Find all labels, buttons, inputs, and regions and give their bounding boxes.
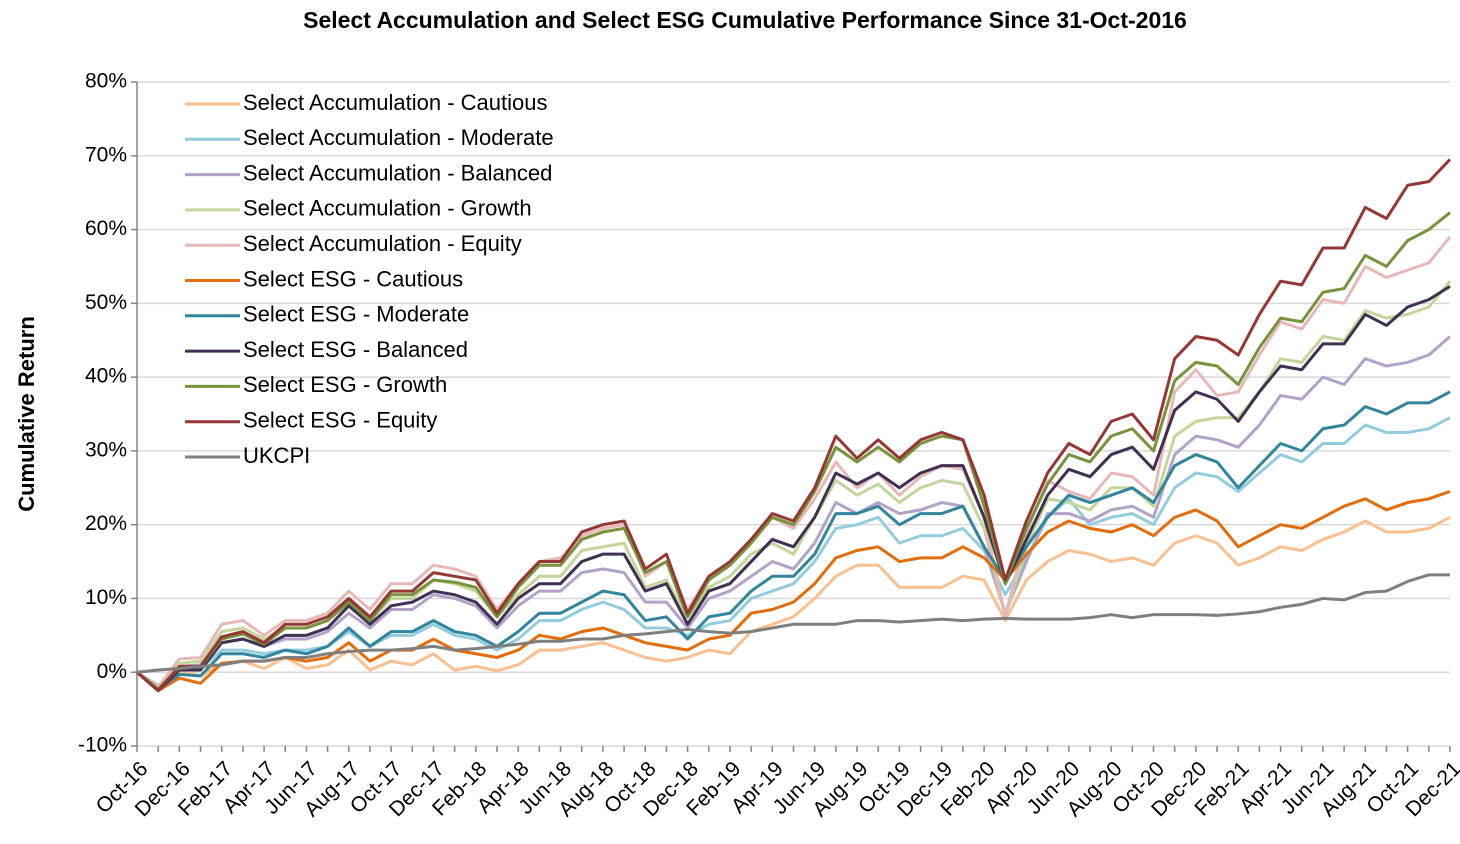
y-tick-label: 40% bbox=[85, 365, 127, 388]
legend-label: Select ESG - Moderate bbox=[243, 302, 469, 327]
y-tick-label: 30% bbox=[85, 438, 127, 461]
series bbox=[136, 390, 1451, 691]
legend-label: Select ESG - Balanced bbox=[243, 337, 468, 362]
series-line bbox=[136, 390, 1451, 691]
series-line bbox=[136, 515, 1451, 687]
legend-label: Select ESG - Equity bbox=[243, 408, 437, 433]
y-axis-title: Cumulative Return bbox=[14, 316, 39, 512]
y-tick-label: 80% bbox=[85, 70, 127, 93]
y-tick-label: 60% bbox=[85, 217, 127, 240]
y-tick-label: -10% bbox=[78, 734, 127, 757]
series bbox=[136, 573, 1450, 674]
legend-label: Select Accumulation - Moderate bbox=[243, 125, 554, 150]
series bbox=[136, 158, 1452, 693]
series bbox=[136, 490, 1451, 693]
y-tick-label: 70% bbox=[85, 143, 127, 166]
y-tick-label: 20% bbox=[85, 512, 127, 535]
legend-label: Select Accumulation - Cautious bbox=[243, 90, 548, 115]
series-line bbox=[136, 158, 1452, 693]
series-line bbox=[136, 235, 1452, 689]
series-line bbox=[136, 416, 1451, 687]
series-line bbox=[136, 211, 1451, 691]
series-line bbox=[136, 335, 1451, 689]
y-tick-label: 10% bbox=[85, 586, 127, 609]
y-tick-label: 0% bbox=[97, 660, 127, 683]
legend-label: Select ESG - Growth bbox=[243, 372, 447, 397]
series bbox=[136, 335, 1451, 689]
legend-label: UKCPI bbox=[243, 443, 310, 468]
legend-label: Select Accumulation - Balanced bbox=[243, 160, 552, 185]
y-tick-label: 50% bbox=[85, 291, 127, 314]
series bbox=[136, 211, 1451, 691]
legend-label: Select Accumulation - Growth bbox=[243, 196, 532, 221]
series bbox=[136, 416, 1451, 687]
series bbox=[136, 285, 1451, 693]
series bbox=[136, 515, 1451, 687]
chart-title: Select Accumulation and Select ESG Cumul… bbox=[303, 7, 1187, 33]
series-line bbox=[136, 490, 1451, 693]
series-line bbox=[136, 285, 1451, 693]
legend-label: Select Accumulation - Equity bbox=[243, 231, 522, 256]
legend-label: Select ESG - Cautious bbox=[243, 266, 463, 291]
series-line bbox=[136, 573, 1450, 674]
series bbox=[136, 235, 1452, 689]
